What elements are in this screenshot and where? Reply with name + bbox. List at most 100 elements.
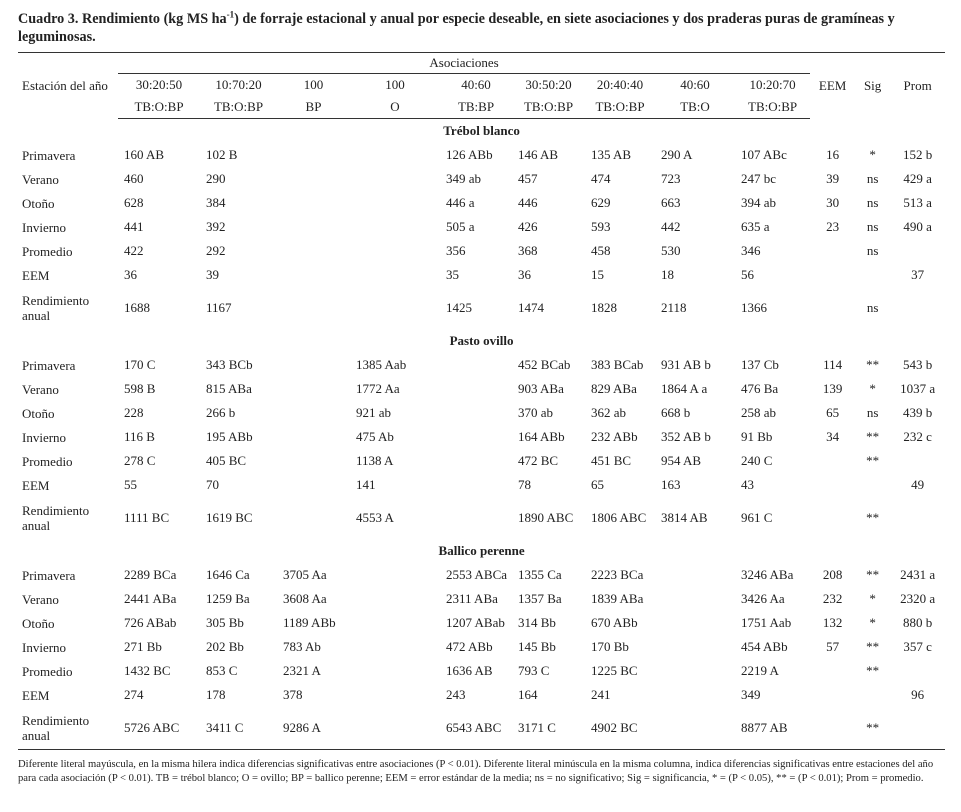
column-species: TB:O:BP xyxy=(118,96,200,119)
data-row: EEM 274 178 378 243 164 241 349 96 xyxy=(18,683,945,707)
table-cell: 2311 ABa xyxy=(446,591,498,606)
table-header: Estación del año Asociaciones EEM Sig Prom 30… xyxy=(18,52,946,119)
row-label: Rendimiento anual xyxy=(22,503,90,533)
table-cell: 1806 ABC xyxy=(591,510,647,525)
table-cell: 2118 xyxy=(661,300,687,315)
data-row: Invierno 116 B 195 ABb 475 Ab 164 ABb 232 ABb… xyxy=(18,425,945,449)
empty-cell xyxy=(350,659,440,683)
data-row: Promedio 278 C 405 BC 1138 A 472 BC 451 BC 954… xyxy=(18,449,945,473)
table-cell: 1207 ABab xyxy=(446,615,505,630)
row-label: Verano xyxy=(22,171,59,187)
caption-text: ) de forraje estacional y anual por espe… xyxy=(18,11,895,45)
table-cell: 1357 Ba xyxy=(518,591,562,606)
empty-cell xyxy=(855,683,890,707)
table-cell: 102 B xyxy=(206,147,238,162)
table-cell: 18 xyxy=(661,267,674,282)
data-row: Rendimiento anual 1111 BC 1619 BC 4553 A 189… xyxy=(18,497,945,539)
table-cell: 266 b xyxy=(206,405,236,420)
table-cell: 30 xyxy=(826,195,840,210)
table-cell: 451 BC xyxy=(591,453,632,468)
empty-cell xyxy=(277,215,350,239)
table-cell: ** xyxy=(866,663,880,678)
table-cell: 241 xyxy=(591,687,611,702)
table-cell: ** xyxy=(855,707,891,750)
empty-cell xyxy=(655,587,735,611)
table-cell: 668 b xyxy=(661,405,691,420)
table-cell: 34 xyxy=(826,429,840,444)
table-cell: 931 AB b xyxy=(661,357,711,372)
table-cell: 458 xyxy=(591,243,611,258)
empty-cell xyxy=(440,473,512,497)
table-cell: ** xyxy=(866,357,880,372)
row-label: Verano xyxy=(22,381,59,397)
empty-cell xyxy=(350,287,440,329)
table-cell: 290 A xyxy=(661,147,693,162)
table-cell: 274 xyxy=(124,687,144,702)
table-cell: 3608 Aa xyxy=(283,591,327,606)
table-cell: 208 xyxy=(822,567,843,582)
data-row: Verano 598 B 815 ABa 1772 Aa 903 ABa 829 ABa 1… xyxy=(18,377,945,401)
table-cell: 70 xyxy=(206,477,219,492)
table-cell: 513 a xyxy=(903,195,932,210)
table-cell: 15 xyxy=(591,267,604,282)
column-species: TB:O:BP xyxy=(735,96,811,119)
table-cell: 137 Cb xyxy=(741,357,779,372)
table-cell: 441 xyxy=(124,219,144,234)
table-cell: 663 xyxy=(661,195,681,210)
table-cell: 195 ABb xyxy=(206,429,253,444)
table-cell: 1189 ABb xyxy=(283,615,336,630)
table-cell: 170 Bb xyxy=(591,639,629,654)
empty-cell xyxy=(350,611,440,635)
column-ratio: 40:60 xyxy=(680,77,710,92)
table-cell: 278 C xyxy=(124,453,156,468)
table-cell: 921 ab xyxy=(356,405,392,420)
table-cell: ns xyxy=(866,219,879,234)
table-cell: 829 ABa xyxy=(591,381,637,396)
column-ratio: 100 xyxy=(385,77,405,92)
empty-cell xyxy=(277,449,350,473)
empty-cell xyxy=(810,707,856,750)
table-cell: 305 Bb xyxy=(206,615,244,630)
data-row: Rendimiento anual 5726 ABC 3411 C 9286 A 654… xyxy=(18,707,946,750)
table-cell: 2553 ABCa xyxy=(446,567,508,582)
empty-cell xyxy=(810,473,855,497)
empty-cell xyxy=(810,239,855,263)
data-table: Estación del año Asociaciones EEM Sig Prom 30… xyxy=(18,52,946,750)
row-label: Invierno xyxy=(22,429,67,445)
table-cell: 726 ABab xyxy=(124,615,177,630)
table-cell: 5726 ABC xyxy=(118,707,200,750)
table-cell: 472 ABb xyxy=(446,639,493,654)
empty-cell xyxy=(810,449,855,473)
table-cell: 783 Ab xyxy=(283,639,321,654)
row-label: EEM xyxy=(22,687,50,703)
row-label: Promedio xyxy=(22,243,73,259)
empty-cell xyxy=(440,353,512,377)
empty-cell xyxy=(277,191,350,215)
table-cell: * xyxy=(869,381,876,396)
table-cell: 1772 Aa xyxy=(356,381,400,396)
table-cell: 240 C xyxy=(741,453,773,468)
empty-cell xyxy=(350,143,440,167)
empty-cell xyxy=(277,377,350,401)
column-ratio: 30:50:20 xyxy=(525,77,572,92)
table-cell: ns xyxy=(866,300,879,315)
table-cell: 164 xyxy=(518,687,538,702)
header-row: Estación del año Asociaciones EEM Sig Prom xyxy=(18,52,946,119)
table-cell: 903 ABa xyxy=(518,381,564,396)
table-cell: 23 xyxy=(826,219,840,234)
section-title: Pasto ovillo xyxy=(449,333,514,348)
empty-cell xyxy=(855,473,890,497)
table-cell: 446 a xyxy=(446,195,475,210)
empty-cell xyxy=(277,353,350,377)
table-cell: 4553 A xyxy=(356,510,394,525)
table-cell: 352 AB b xyxy=(661,429,711,444)
row-label: Primavera xyxy=(22,357,76,373)
empty-cell xyxy=(855,263,890,287)
table-cell: 543 b xyxy=(903,357,933,372)
caption-superscript: -1 xyxy=(226,9,235,20)
table-cell: 349 ab xyxy=(446,171,482,186)
table-cell: 170 C xyxy=(124,357,156,372)
data-row: Primavera 160 AB 102 B 126 ABb 146 AB 135 AB 2… xyxy=(18,143,945,167)
empty-cell xyxy=(350,167,440,191)
table-cell: 43 xyxy=(741,477,754,492)
